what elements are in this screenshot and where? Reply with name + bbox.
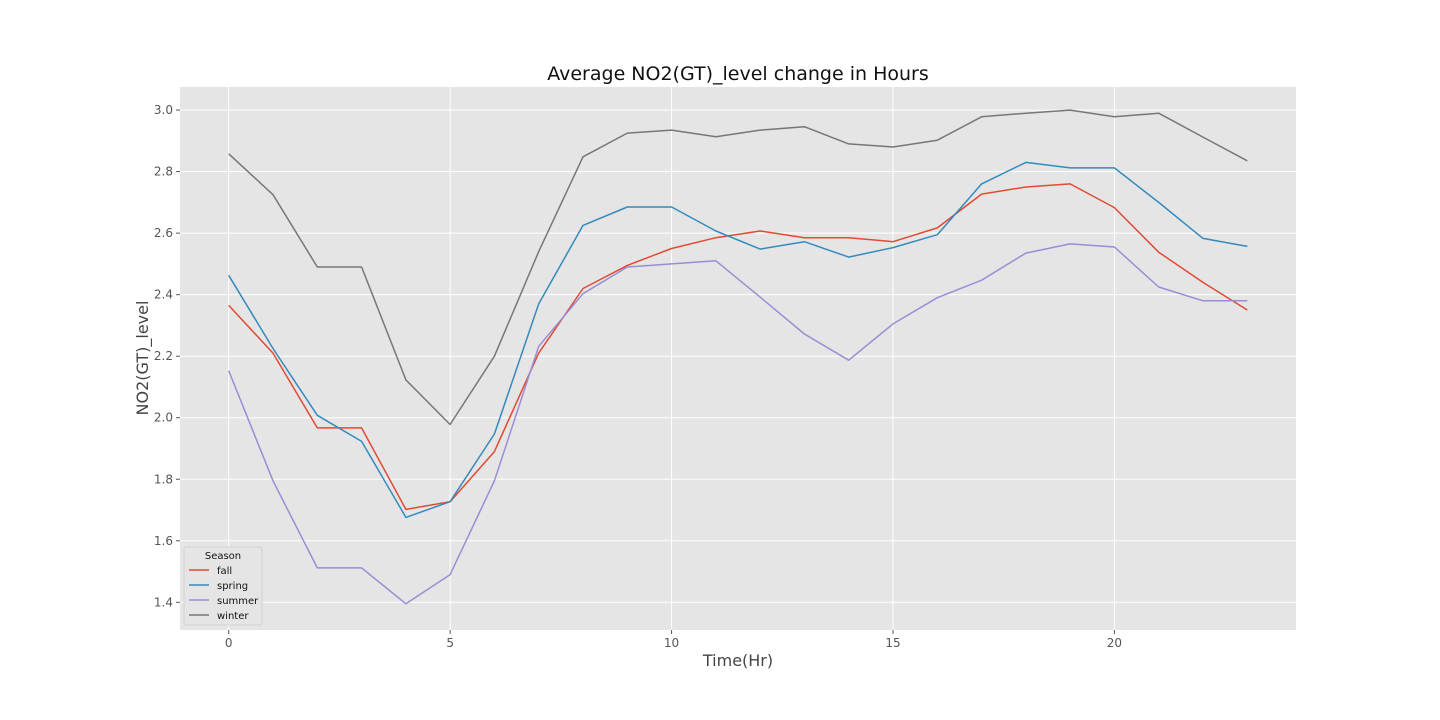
- x-axis-label: Time(Hr): [702, 651, 773, 670]
- series-line-spring: [228, 161, 1248, 519]
- legend-label-spring: spring: [217, 581, 248, 592]
- legend-box: [183, 546, 263, 626]
- y-tick-label: 2.2: [154, 349, 173, 363]
- legend-label-fall: fall: [217, 566, 232, 577]
- y-tick-label: 1.8: [154, 472, 173, 486]
- x-tick-label: 20: [1107, 636, 1122, 650]
- legend-items: fall spring summer winter: [189, 566, 259, 622]
- x-ticks: 0 5 10 15 20: [225, 630, 1122, 650]
- y-tick-label: 1.6: [154, 534, 173, 548]
- y-axis-label: NO2(GT)_level: [133, 301, 153, 416]
- x-tick-label: 10: [664, 636, 679, 650]
- legend-label-winter: winter: [217, 611, 249, 622]
- x-tick-label: 15: [885, 636, 900, 650]
- legend-title: Season: [205, 551, 241, 562]
- y-ticks: 1.4 1.6 1.8 2.0 2.2 2.4 2.6 2.8 3.0: [154, 103, 180, 609]
- y-tick-label: 1.4: [154, 595, 173, 609]
- y-tick-label: 2.4: [154, 288, 173, 302]
- y-tick-label: 2.0: [154, 411, 173, 425]
- plot-area: [180, 87, 1296, 630]
- x-tick-label: 0: [225, 636, 233, 650]
- y-tick-label: 2.6: [154, 226, 173, 240]
- chart-title: Average NO2(GT)_level change in Hours: [547, 63, 929, 85]
- y-tick-label: 3.0: [154, 103, 173, 117]
- legend-label-summer: summer: [217, 596, 259, 607]
- series-line-fall: [228, 183, 1248, 511]
- y-tick-label: 2.8: [154, 165, 173, 179]
- series-line-winter: [228, 109, 1248, 426]
- legend: Season fall spring summer winter: [183, 546, 263, 626]
- series-lines: [228, 109, 1248, 605]
- grid-lines: [180, 87, 1296, 630]
- x-tick-label: 5: [446, 636, 454, 650]
- series-line-summer: [228, 243, 1248, 605]
